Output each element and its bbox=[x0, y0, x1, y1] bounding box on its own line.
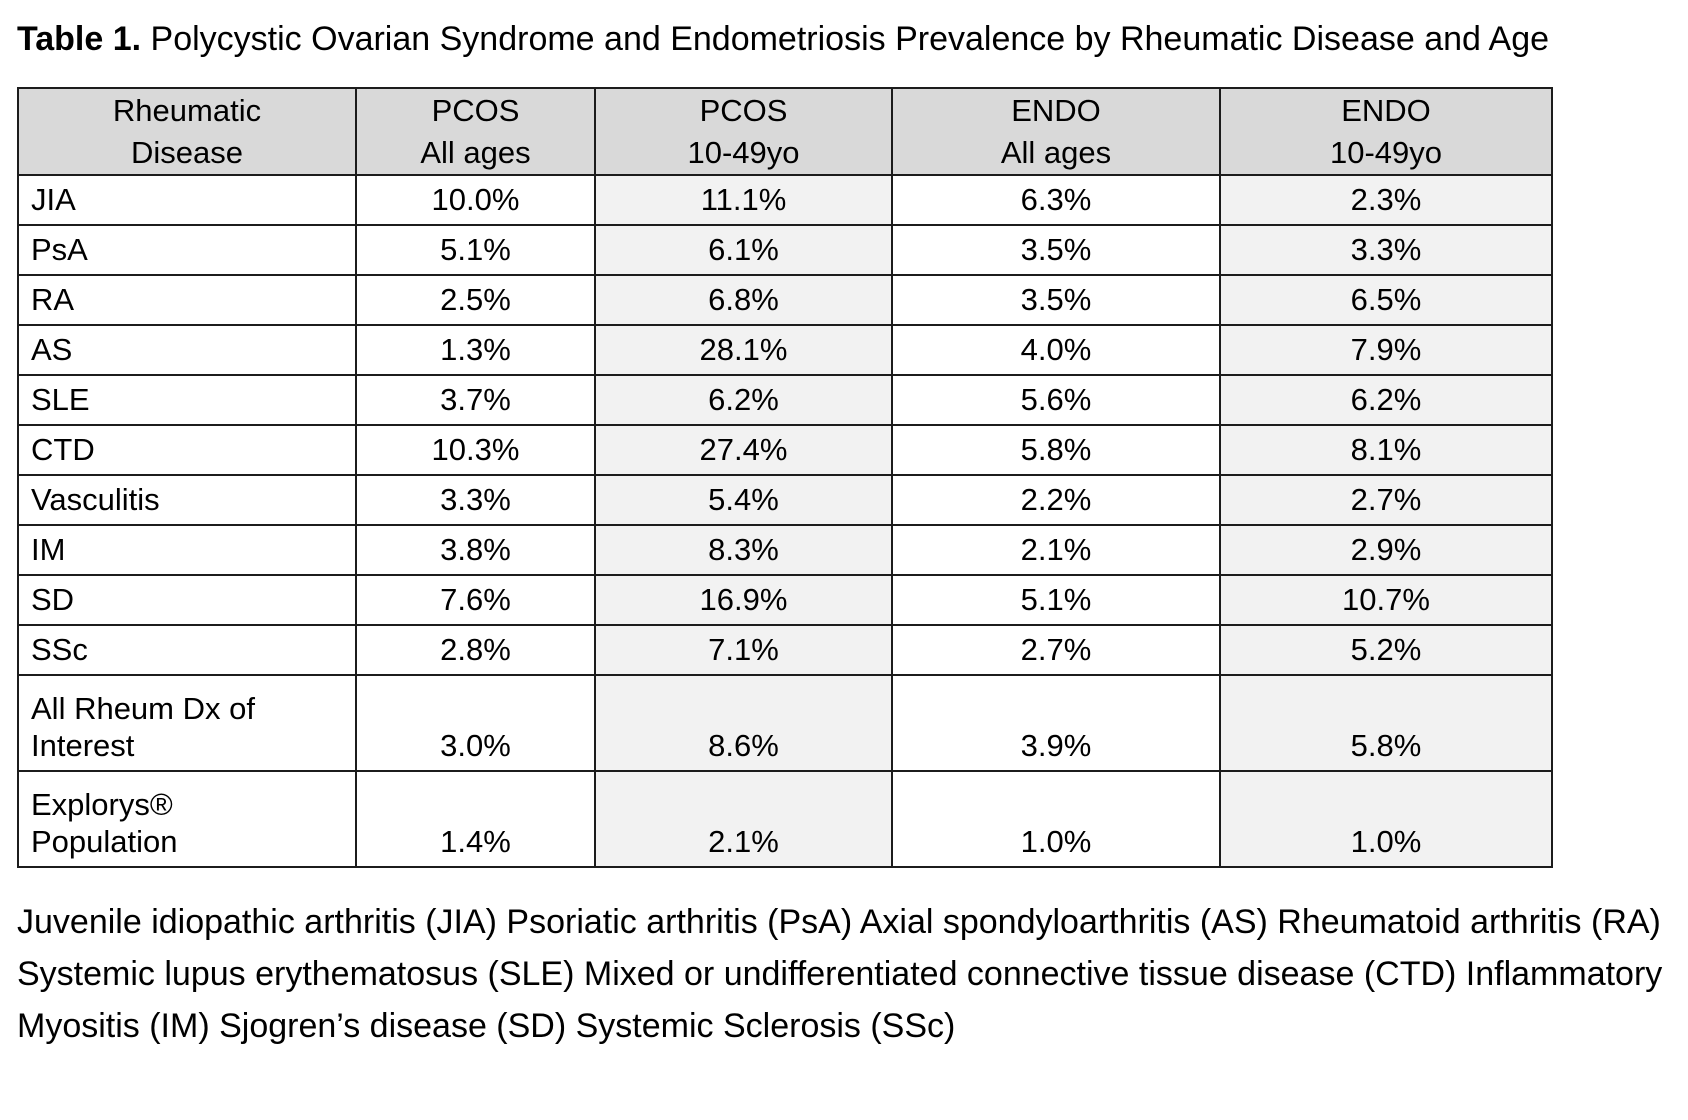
row-label: All Rheum Dx of Interest bbox=[17, 674, 357, 772]
value-cell: 11.1% bbox=[594, 174, 893, 226]
value-cell: 5.1% bbox=[891, 574, 1221, 626]
row-label: SLE bbox=[17, 374, 357, 426]
column-header-endo-10-49: ENDO 10-49yo bbox=[1219, 87, 1553, 176]
row-label: JIA bbox=[17, 174, 357, 226]
value-cell: 2.1% bbox=[891, 524, 1221, 576]
table-row: IM 3.8% 8.3% 2.1% 2.9% bbox=[17, 524, 1553, 576]
value-cell: 8.3% bbox=[594, 524, 893, 576]
row-label: Explorys® Population bbox=[17, 770, 357, 868]
table-row: CTD 10.3% 27.4% 5.8% 8.1% bbox=[17, 424, 1553, 476]
row-label: IM bbox=[17, 524, 357, 576]
value-cell: 7.6% bbox=[355, 574, 596, 626]
column-header-disease: Rheumatic Disease bbox=[17, 87, 357, 176]
value-cell: 8.6% bbox=[594, 674, 893, 772]
value-cell: 3.3% bbox=[355, 474, 596, 526]
header-line: 10-49yo bbox=[1329, 134, 1443, 170]
value-cell: 6.2% bbox=[594, 374, 893, 426]
table-row: All Rheum Dx of Interest 3.0% 8.6% 3.9% 5.8% bbox=[17, 674, 1553, 772]
value-cell: 6.5% bbox=[1219, 274, 1553, 326]
table-header: Rheumatic Disease PCOS All ages PCOS 10-… bbox=[17, 87, 1553, 176]
value-cell: 2.7% bbox=[891, 624, 1221, 676]
value-cell: 7.9% bbox=[1219, 324, 1553, 376]
column-header-pcos-all-ages: PCOS All ages bbox=[355, 87, 596, 176]
table-row: Explorys® Population 1.4% 2.1% 1.0% 1.0% bbox=[17, 770, 1553, 868]
row-label: Vasculitis bbox=[17, 474, 357, 526]
row-label: CTD bbox=[17, 424, 357, 476]
row-label: SD bbox=[17, 574, 357, 626]
page: Table 1. Polycystic Ovarian Syndrome and… bbox=[17, 12, 1663, 1045]
table-row: PsA 5.1% 6.1% 3.5% 3.3% bbox=[17, 224, 1553, 276]
header-line: Disease bbox=[131, 134, 243, 170]
value-cell: 2.9% bbox=[1219, 524, 1553, 576]
value-cell: 6.2% bbox=[1219, 374, 1553, 426]
table-row: SLE 3.7% 6.2% 5.6% 6.2% bbox=[17, 374, 1553, 426]
table-row: AS 1.3% 28.1% 4.0% 7.9% bbox=[17, 324, 1553, 376]
value-cell: 6.3% bbox=[891, 174, 1221, 226]
table-row: Vasculitis 3.3% 5.4% 2.2% 2.7% bbox=[17, 474, 1553, 526]
value-cell: 1.0% bbox=[891, 770, 1221, 868]
value-cell: 8.1% bbox=[1219, 424, 1553, 476]
abbreviations-footnote: Juvenile idiopathic arthritis (JIA) Psor… bbox=[17, 903, 1663, 1045]
value-cell: 10.7% bbox=[1219, 574, 1553, 626]
value-cell: 6.1% bbox=[594, 224, 893, 276]
value-cell: 3.8% bbox=[355, 524, 596, 576]
header-line: ENDO bbox=[1341, 92, 1431, 128]
table-row: RA 2.5% 6.8% 3.5% 6.5% bbox=[17, 274, 1553, 326]
value-cell: 16.9% bbox=[594, 574, 893, 626]
row-label: PsA bbox=[17, 224, 357, 276]
value-cell: 7.1% bbox=[594, 624, 893, 676]
value-cell: 2.2% bbox=[891, 474, 1221, 526]
value-cell: 1.3% bbox=[355, 324, 596, 376]
table-row: JIA 10.0% 11.1% 6.3% 2.3% bbox=[17, 174, 1553, 226]
header-row: Rheumatic Disease PCOS All ages PCOS 10-… bbox=[17, 87, 1553, 176]
table-title-label: Table 1. bbox=[17, 20, 142, 58]
header-line: Rheumatic bbox=[112, 92, 262, 128]
value-cell: 4.0% bbox=[891, 324, 1221, 376]
value-cell: 2.7% bbox=[1219, 474, 1553, 526]
column-header-pcos-10-49: PCOS 10-49yo bbox=[594, 87, 893, 176]
header-line: PCOS bbox=[431, 92, 520, 128]
value-cell: 1.0% bbox=[1219, 770, 1553, 868]
value-cell: 1.4% bbox=[355, 770, 596, 868]
value-cell: 6.8% bbox=[594, 274, 893, 326]
value-cell: 3.7% bbox=[355, 374, 596, 426]
value-cell: 2.5% bbox=[355, 274, 596, 326]
header-line: 10-49yo bbox=[687, 134, 800, 170]
value-cell: 2.8% bbox=[355, 624, 596, 676]
row-label: SSc bbox=[17, 624, 357, 676]
value-cell: 3.3% bbox=[1219, 224, 1553, 276]
value-cell: 3.5% bbox=[891, 274, 1221, 326]
table-title: Table 1. Polycystic Ovarian Syndrome and… bbox=[17, 12, 1575, 67]
row-label: RA bbox=[17, 274, 357, 326]
value-cell: 5.1% bbox=[355, 224, 596, 276]
header-line: ENDO bbox=[1011, 92, 1101, 128]
value-cell: 3.0% bbox=[355, 674, 596, 772]
value-cell: 10.0% bbox=[355, 174, 596, 226]
table-row: SD 7.6% 16.9% 5.1% 10.7% bbox=[17, 574, 1553, 626]
prevalence-table: Rheumatic Disease PCOS All ages PCOS 10-… bbox=[17, 87, 1553, 868]
table-row: SSc 2.8% 7.1% 2.7% 5.2% bbox=[17, 624, 1553, 676]
header-line: All ages bbox=[1000, 134, 1112, 170]
value-cell: 2.3% bbox=[1219, 174, 1553, 226]
value-cell: 5.8% bbox=[891, 424, 1221, 476]
column-header-endo-all-ages: ENDO All ages bbox=[891, 87, 1221, 176]
row-label: AS bbox=[17, 324, 357, 376]
value-cell: 3.5% bbox=[891, 224, 1221, 276]
value-cell: 5.2% bbox=[1219, 624, 1553, 676]
table-title-text: Polycystic Ovarian Syndrome and Endometr… bbox=[141, 20, 1550, 58]
value-cell: 5.6% bbox=[891, 374, 1221, 426]
table-body: JIA 10.0% 11.1% 6.3% 2.3% PsA 5.1% 6.1% 3.5% 3.3%… bbox=[17, 174, 1553, 868]
value-cell: 3.9% bbox=[891, 674, 1221, 772]
value-cell: 10.3% bbox=[355, 424, 596, 476]
value-cell: 27.4% bbox=[594, 424, 893, 476]
header-line: PCOS bbox=[699, 92, 788, 128]
value-cell: 28.1% bbox=[594, 324, 893, 376]
value-cell: 5.8% bbox=[1219, 674, 1553, 772]
header-line: All ages bbox=[420, 134, 531, 170]
value-cell: 5.4% bbox=[594, 474, 893, 526]
value-cell: 2.1% bbox=[594, 770, 893, 868]
